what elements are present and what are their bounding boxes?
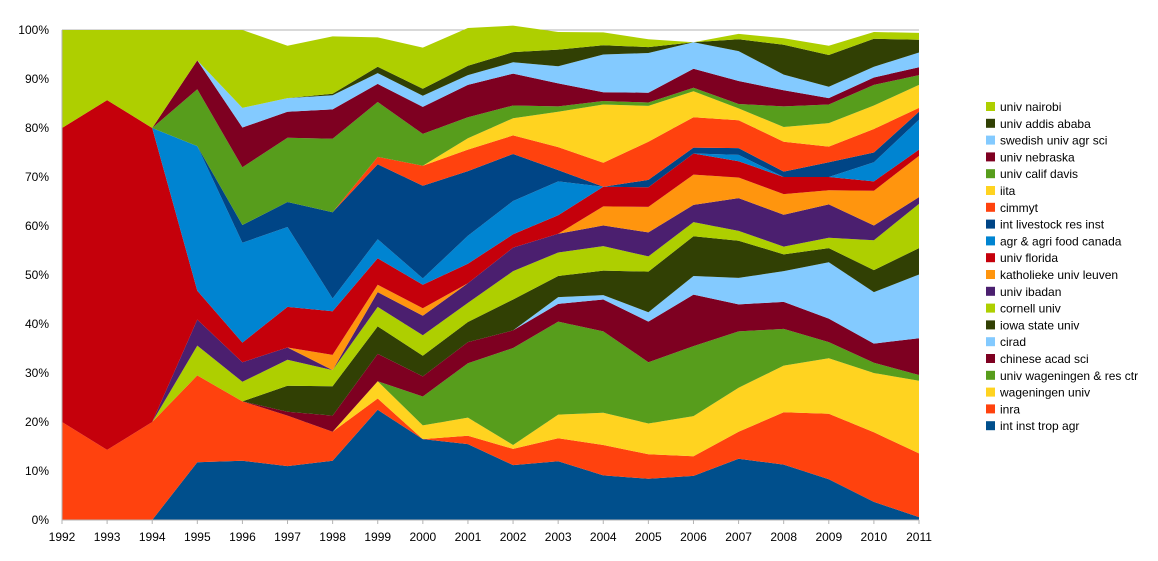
area-series-0 <box>62 409 919 520</box>
legend-label: katholieke univ leuven <box>1000 268 1118 282</box>
axes <box>61 30 920 524</box>
legend-label: int inst trop agr <box>1000 419 1079 433</box>
y-tick-label: 90% <box>25 72 49 86</box>
legend-label: inra <box>1000 402 1020 416</box>
x-tick-label: 1996 <box>229 530 256 544</box>
y-tick-label: 80% <box>25 121 49 135</box>
legend-label: univ ibadan <box>1000 285 1061 299</box>
x-tick-label: 2005 <box>635 530 662 544</box>
x-tick-label: 1999 <box>364 530 391 544</box>
area-series-12 <box>62 100 919 299</box>
legend-swatch <box>986 404 995 414</box>
y-tick-label: 0% <box>32 513 50 527</box>
x-tick-label: 2007 <box>725 530 752 544</box>
area-series-3 <box>62 321 919 450</box>
y-tick-label: 50% <box>25 268 49 282</box>
legend-label: wageningen univ <box>999 386 1090 400</box>
legend-swatch <box>986 370 995 380</box>
legend-swatch <box>986 118 995 128</box>
x-tick-label: 2006 <box>680 530 707 544</box>
area-series-7 <box>62 203 919 450</box>
legend-swatch <box>986 421 995 431</box>
legend-swatch <box>986 186 995 195</box>
area-series-15 <box>62 75 919 225</box>
legend-swatch <box>986 135 995 145</box>
x-tick-label: 1994 <box>139 530 166 544</box>
x-tick-label: 1992 <box>49 530 76 544</box>
x-tick-label: 2002 <box>500 530 527 544</box>
stacked-areas <box>62 25 919 520</box>
legend-swatch <box>986 236 995 246</box>
x-tick-label: 2001 <box>455 530 482 544</box>
legend-label: cornell univ <box>1000 302 1061 316</box>
legend-swatch <box>986 354 995 363</box>
area-series-6 <box>62 236 919 450</box>
legend-swatch <box>986 286 995 296</box>
x-tick-label: 1995 <box>184 530 211 544</box>
area-series-8 <box>62 197 919 450</box>
legend-label: chinese acad sci <box>1000 352 1089 366</box>
legend-label: iita <box>1000 184 1016 198</box>
x-tick-label: 2003 <box>545 530 572 544</box>
y-tick-label: 10% <box>25 464 49 478</box>
x-tick-label: 1998 <box>319 530 346 544</box>
legend-label: univ florida <box>1000 251 1058 265</box>
y-tick-label: 30% <box>25 366 49 380</box>
legend-label: swedish univ agr sci <box>1000 134 1107 148</box>
y-tick-label: 100% <box>18 23 49 37</box>
legend-label: univ addis ababa <box>1000 117 1091 131</box>
y-tick-label: 20% <box>25 415 49 429</box>
area-series-19 <box>62 25 919 129</box>
x-tick-label: 1997 <box>274 530 301 544</box>
legend-swatch <box>986 253 995 263</box>
legend-swatch <box>986 219 995 229</box>
x-axis-tick-labels: 1992 1993 1994 1995 1996 1997 1998 1999 2000 2001… <box>49 530 933 544</box>
y-axis-tick-labels: 0% 10% 20% 30% 40% 50% 60% 70% 80% 90% 100% <box>18 23 49 527</box>
x-tick-label: 2008 <box>770 530 797 544</box>
x-tick-label: 2011 <box>906 530 932 544</box>
area-series-16 <box>62 60 919 168</box>
legend-label: int livestock res inst <box>1000 218 1105 232</box>
legend-swatch <box>986 387 995 397</box>
legend-swatch <box>986 152 995 162</box>
legend-label: univ calif davis <box>1000 167 1078 181</box>
legend-swatch <box>986 303 995 313</box>
area-series-10 <box>62 100 919 450</box>
y-tick-label: 70% <box>25 170 49 184</box>
legend-label: iowa state univ <box>1000 318 1079 332</box>
legend-label: univ wageningen & res ctr <box>1000 369 1138 383</box>
x-tick-label: 2009 <box>815 530 842 544</box>
area-series-13 <box>62 100 919 225</box>
area-series-1 <box>62 375 919 520</box>
y-tick-label: 40% <box>25 317 49 331</box>
area-series-5 <box>62 262 919 450</box>
legend-swatch <box>986 320 995 330</box>
legend-label: univ nairobi <box>1000 100 1061 114</box>
legend-label: cirad <box>1000 335 1026 349</box>
area-series-4 <box>62 294 919 450</box>
x-tick-label: 2010 <box>861 530 888 544</box>
legend-label: cimmyt <box>1000 201 1039 215</box>
area-series-2 <box>62 358 919 457</box>
legend-swatch <box>986 337 995 347</box>
legend-swatch <box>986 169 995 179</box>
area-series-11 <box>62 100 919 343</box>
legend-swatch <box>986 102 995 111</box>
legend-label: agr & agri food canada <box>1000 234 1122 248</box>
legend-swatch <box>986 202 995 212</box>
x-tick-label: 2004 <box>590 530 617 544</box>
legend-label: univ nebraska <box>1000 150 1075 164</box>
legend: univ nairobi univ addis ababa swedish univ… <box>986 100 1138 433</box>
y-tick-label: 60% <box>25 219 49 233</box>
legend-swatch <box>986 270 995 279</box>
area-series-17 <box>62 42 919 129</box>
x-tick-label: 1993 <box>94 530 121 544</box>
x-tick-label: 2000 <box>409 530 436 544</box>
